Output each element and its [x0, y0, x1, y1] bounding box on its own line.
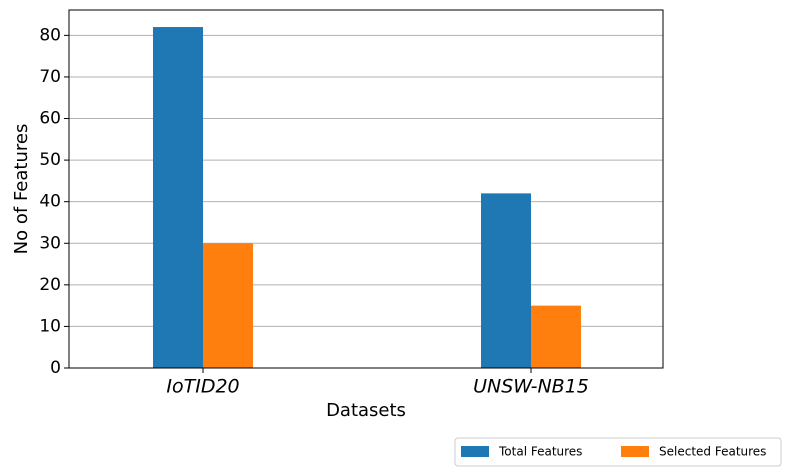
x-axis-label: Datasets [326, 400, 406, 421]
legend-label: Selected Features [659, 445, 766, 459]
legend-swatch [461, 446, 489, 457]
legend-swatch [621, 446, 649, 457]
y-tick-label: 10 [39, 316, 61, 336]
y-tick-label: 70 [39, 67, 61, 87]
plot-frame [68, 9, 664, 369]
x-tick-label: UNSW-NB15 [473, 376, 589, 398]
y-tick-label: 30 [39, 233, 61, 253]
y-tick-label: 20 [39, 275, 61, 295]
y-tick-label: 50 [39, 150, 61, 170]
x-tick-label: IoTID20 [166, 376, 239, 398]
legend-label: Total Features [498, 445, 582, 459]
bar [203, 243, 253, 368]
y-tick-label: 60 [39, 109, 61, 129]
y-tick-label: 0 [50, 358, 61, 378]
y-tick-label: 80 [39, 25, 61, 45]
bar [531, 305, 581, 368]
legend-box [454, 437, 782, 467]
y-tick-label: 40 [39, 192, 61, 212]
bar [153, 27, 203, 369]
y-axis-label: No of Features [11, 124, 32, 255]
bar [481, 193, 531, 368]
